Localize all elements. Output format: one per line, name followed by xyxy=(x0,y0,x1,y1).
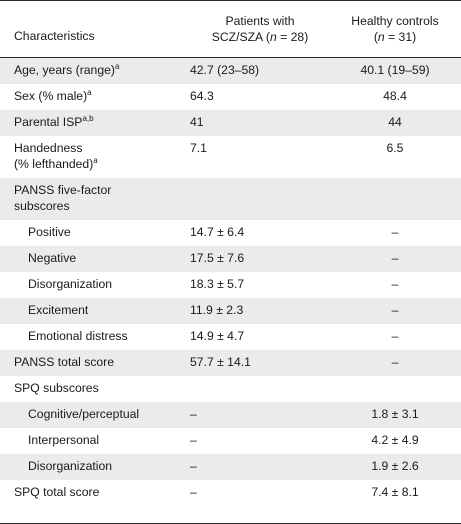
header-patients-post: = 28) xyxy=(276,30,309,44)
header-patients-pre: SCZ/SZA ( xyxy=(211,30,270,44)
header-controls: Healthy controls (n = 31) xyxy=(336,13,454,45)
row-controls-value: 48.4 xyxy=(383,89,407,103)
row-label: Cognitive/perceptual xyxy=(28,407,140,421)
table-row: Sex (% male)a 64.3 48.4 xyxy=(0,84,461,110)
header-patients: Patients with SCZ/SZA (n = 28) xyxy=(190,13,330,45)
row-patients-value: 41 xyxy=(190,115,204,129)
row-controls-value: 40.1 (19–59) xyxy=(360,63,430,77)
header-characteristics: Characteristics xyxy=(14,29,95,43)
section-label: PANSS five-factor subscores xyxy=(14,183,112,213)
row-label: Parental ISPa,b xyxy=(14,113,94,129)
row-label: Sex (% male)a xyxy=(14,87,92,103)
row-patients-value: 42.7 (23–58) xyxy=(190,63,260,77)
header-controls-n: n xyxy=(377,30,385,44)
table-row-section: SPQ subscores xyxy=(0,376,461,402)
table-row: SPQ total score – 7.4 ± 8.1 xyxy=(0,480,461,506)
row-controls-value: – xyxy=(391,251,399,265)
row-patients-value: – xyxy=(190,485,197,499)
row-patients-value: 14.9 ± 4.7 xyxy=(190,329,245,343)
header-controls-line2: (n = 31) xyxy=(336,29,454,45)
row-patients-value: 57.7 ± 14.1 xyxy=(190,355,251,369)
header-rule xyxy=(0,57,461,58)
table-row: Emotional distress 14.9 ± 4.7 – xyxy=(0,324,461,350)
table-row: Interpersonal – 4.2 ± 4.9 xyxy=(0,428,461,454)
row-controls-value: – xyxy=(391,303,399,317)
section-label: SPQ subscores xyxy=(14,381,99,395)
table-row: Negative 17.5 ± 7.6 – xyxy=(0,246,461,272)
header-controls-line1: Healthy controls xyxy=(351,14,439,28)
table-row: Disorganization 18.3 ± 5.7 – xyxy=(0,272,461,298)
table-row: Age, years (range)a 42.7 (23–58) 40.1 (1… xyxy=(0,58,461,84)
row-controls-value: – xyxy=(391,329,399,343)
row-label: SPQ total score xyxy=(14,485,100,499)
row-label: Emotional distress xyxy=(28,329,128,343)
row-label: PANSS total score xyxy=(14,355,115,369)
row-controls-value: – xyxy=(391,355,399,369)
table-row: Parental ISPa,b 41 44 xyxy=(0,110,461,136)
row-patients-value: 14.7 ± 6.4 xyxy=(190,225,245,239)
table-row: Excitement 11.9 ± 2.3 – xyxy=(0,298,461,324)
table-row: PANSS total score 57.7 ± 14.1 – xyxy=(0,350,461,376)
table-row: Cognitive/perceptual – 1.8 ± 3.1 xyxy=(0,402,461,428)
row-patients-value: 17.5 ± 7.6 xyxy=(190,251,245,265)
row-controls-value: 7.4 ± 8.1 xyxy=(371,485,419,499)
table-row-section: PANSS five-factor subscores xyxy=(0,178,461,220)
header-controls-post: = 31) xyxy=(384,30,417,44)
row-controls-value: 44 xyxy=(388,115,402,129)
row-controls-value: – xyxy=(391,225,399,239)
row-controls-value: – xyxy=(391,277,399,291)
row-label: Disorganization xyxy=(28,459,113,473)
row-label: Excitement xyxy=(28,303,89,317)
table-body: Age, years (range)a 42.7 (23–58) 40.1 (1… xyxy=(0,58,461,506)
table-top-rule xyxy=(0,0,461,1)
row-patients-value: – xyxy=(190,407,197,421)
table-row: Handedness (% lefthanded)a 7.1 6.5 xyxy=(0,136,461,178)
header-patients-n: n xyxy=(269,30,277,44)
row-controls-value: 4.2 ± 4.9 xyxy=(371,433,419,447)
row-controls-value: 1.9 ± 2.6 xyxy=(371,459,419,473)
row-label: Negative xyxy=(28,251,77,265)
row-label: Age, years (range)a xyxy=(14,61,120,77)
table-header: Characteristics Patients with SCZ/SZA (n… xyxy=(0,1,461,57)
row-label: Disorganization xyxy=(28,277,113,291)
row-label: Handedness (% lefthanded)a xyxy=(14,141,98,171)
row-patients-value: 7.1 xyxy=(190,141,207,155)
row-controls-value: 6.5 xyxy=(386,141,404,155)
row-patients-value: 64.3 xyxy=(190,89,214,103)
table-row: Disorganization – 1.9 ± 2.6 xyxy=(0,454,461,480)
row-label: Interpersonal xyxy=(28,433,100,447)
table-row: Positive 14.7 ± 6.4 – xyxy=(0,220,461,246)
row-patients-value: 18.3 ± 5.7 xyxy=(190,277,245,291)
header-patients-line1: Patients with xyxy=(225,14,295,28)
row-patients-value: 11.9 ± 2.3 xyxy=(190,303,244,317)
row-controls-value: 1.8 ± 3.1 xyxy=(371,407,419,421)
row-label: Positive xyxy=(28,225,71,239)
row-patients-value: – xyxy=(190,459,197,473)
header-controls-pre: ( xyxy=(373,30,378,44)
header-patients-line2: SCZ/SZA (n = 28) xyxy=(190,29,330,45)
row-patients-value: – xyxy=(190,433,197,447)
